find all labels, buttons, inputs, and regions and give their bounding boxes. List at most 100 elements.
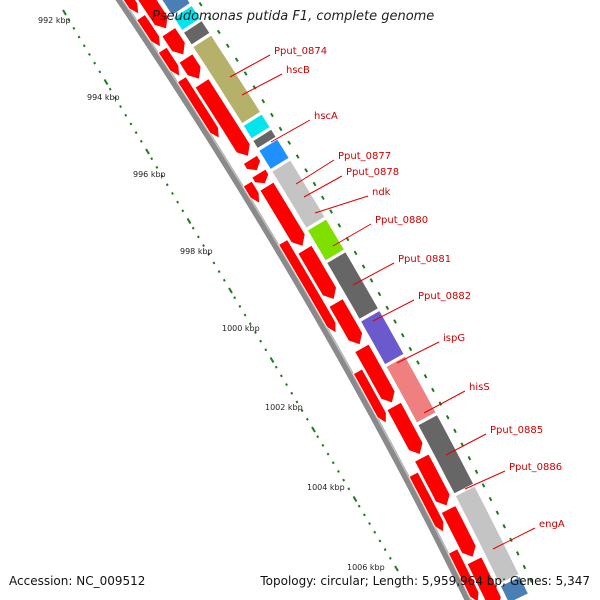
outer-tick <box>423 374 428 379</box>
ruler-label: 1002 kbp <box>265 403 303 412</box>
cog-segment <box>499 575 530 600</box>
gene-label: Pput_0886 <box>509 462 562 473</box>
ruler-major-tick <box>352 495 358 503</box>
ruler-minor-tick <box>217 270 221 274</box>
outer-tick <box>377 291 382 297</box>
ruler-minor-tick <box>72 26 76 30</box>
ruler-minor-tick <box>98 70 102 74</box>
ruler-minor-tick <box>321 443 325 447</box>
cds-arrow <box>354 343 396 404</box>
outer-tick <box>453 428 457 434</box>
outer-tick <box>287 140 292 145</box>
cds-arrow-inner <box>352 368 387 424</box>
outer-tick <box>488 496 493 502</box>
ruler-label: 996 kbp <box>133 170 166 179</box>
outer-tick <box>400 333 405 338</box>
cog-segment <box>172 4 202 32</box>
ruler-major-tick <box>145 148 150 155</box>
ruler-minor-tick <box>108 87 112 91</box>
outer-tick <box>278 126 283 132</box>
cds-arrow <box>466 556 502 600</box>
ruler-label: 992 kbp <box>38 16 71 25</box>
cds-arrow <box>137 0 169 30</box>
outer-tick <box>474 469 479 475</box>
cds-arrow-inner <box>136 13 161 48</box>
cds-arrow <box>440 504 477 558</box>
gene-label: ispG <box>443 333 465 344</box>
gene-leader-line <box>423 390 466 414</box>
cds-arrow-inner <box>176 76 220 139</box>
gene-layer <box>122 0 502 600</box>
cds-arrow-inner <box>447 548 480 600</box>
ruler-minor-tick <box>129 122 133 126</box>
gene-label: Pput_0880 <box>375 215 428 226</box>
cds-arrow-inner <box>242 180 260 204</box>
gene-label: Pput_0882 <box>418 291 471 302</box>
ruler-major-tick <box>269 356 275 364</box>
outer-tick <box>522 564 527 570</box>
ruler-minor-tick <box>196 235 200 239</box>
outer-tick <box>361 264 366 269</box>
ruler-minor-tick <box>150 157 154 161</box>
outer-tick <box>304 168 309 173</box>
ruler-minor-tick <box>93 61 97 65</box>
accession-text: Accession: NC_009512 <box>9 574 146 588</box>
cog-segment <box>306 218 346 262</box>
cog-segment <box>161 0 192 17</box>
gene-label: ndk <box>372 187 391 198</box>
cds-arrow-inner <box>278 239 337 334</box>
gene-label: hisS <box>469 382 490 393</box>
genome-backbone <box>115 0 473 600</box>
ruler-minor-tick <box>82 44 86 48</box>
gene-leader-line <box>372 299 415 322</box>
ruler-minor-tick <box>300 409 304 413</box>
outer-tick <box>353 250 358 256</box>
outer-tick <box>225 43 230 49</box>
gene-label: Pput_0877 <box>338 151 391 162</box>
outer-tick <box>393 319 397 324</box>
cds-arrow <box>251 168 270 185</box>
ruler-minor-tick <box>134 131 138 135</box>
outer-tick <box>502 524 506 529</box>
cds-arrow <box>297 244 337 300</box>
outer-tick <box>295 154 300 159</box>
ruler-minor-tick <box>139 139 143 143</box>
cog-segment <box>192 34 262 125</box>
ruler-label: 1004 kbp <box>307 483 345 492</box>
ruler-minor-tick <box>274 365 278 369</box>
gene-leader-line <box>303 175 343 198</box>
ruler-minor-tick <box>342 478 346 482</box>
ruler-minor-tick <box>171 191 174 195</box>
gene-leader-line <box>229 54 271 78</box>
outer-tick <box>431 387 435 393</box>
cds-arrow <box>178 53 202 80</box>
ruler-minor-tick <box>119 105 122 109</box>
gene-leader-line <box>464 470 506 490</box>
ruler-minor-tick <box>88 52 91 56</box>
gene-label: Pput_0874 <box>274 46 327 57</box>
ruler-label: 998 kbp <box>180 247 213 256</box>
ruler-minor-tick <box>305 417 309 421</box>
gene-leader-line <box>396 341 440 364</box>
outer-tick <box>234 57 239 62</box>
cog-segment <box>258 138 290 171</box>
ruler-minor-tick <box>222 278 226 282</box>
cds-arrow-inner <box>408 471 445 533</box>
gene-leader-line <box>445 433 487 456</box>
ruler-label: 1000 kbp <box>222 324 260 333</box>
gene-label: Pput_0878 <box>346 167 399 178</box>
ruler-major-tick <box>103 78 109 86</box>
ruler-minor-tick <box>259 339 263 343</box>
cog-segment <box>242 113 271 140</box>
ruler-minor-tick <box>368 522 371 526</box>
ruler-minor-tick <box>373 530 377 534</box>
ruler-minor-tick <box>202 244 205 248</box>
cds-arrow <box>386 401 424 456</box>
cog-segment <box>385 355 437 424</box>
ruler-minor-tick <box>238 304 242 308</box>
ruler-minor-tick <box>207 252 211 256</box>
cog-segment <box>271 159 326 229</box>
ruler-major-tick <box>186 217 192 225</box>
ruler-major-tick <box>228 287 233 294</box>
